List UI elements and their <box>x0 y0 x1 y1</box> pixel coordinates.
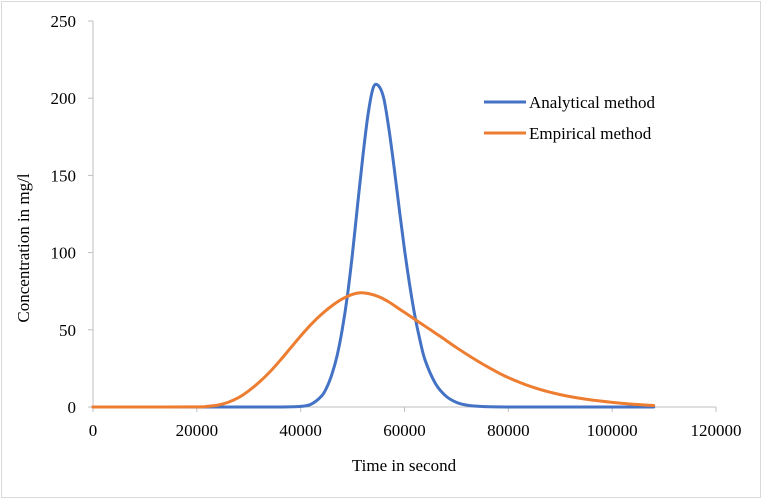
legend-label: Analytical method <box>529 93 656 112</box>
x-axis-label: Time in second <box>352 456 457 475</box>
y-tick-label: 250 <box>51 12 77 31</box>
series-line-analytical-method <box>91 82 656 409</box>
y-tick-label: 150 <box>51 166 77 185</box>
y-tick-label: 50 <box>59 321 76 340</box>
x-tick-label: 0 <box>89 421 98 440</box>
x-tick-label: 40000 <box>279 421 322 440</box>
x-tick-label: 120000 <box>691 421 742 440</box>
ticks-layer: 0 50 100 150 200 250 0 20000 40000 60000 80000 1000… <box>51 12 742 440</box>
x-tick-label: 80000 <box>487 421 530 440</box>
y-tick-label: 100 <box>51 244 77 263</box>
axes-layer <box>92 21 716 408</box>
series-layer <box>91 82 656 409</box>
legend-label: Empirical method <box>529 124 652 143</box>
series-line-empirical-method <box>91 291 656 409</box>
y-tick-label: 0 <box>68 398 77 417</box>
legend: Analytical method Empirical method <box>484 93 656 143</box>
y-axis-label: Concentration in mg/l <box>14 173 33 322</box>
y-tick-label: 200 <box>51 89 77 108</box>
x-tick-label: 20000 <box>176 421 219 440</box>
x-tick-label: 60000 <box>383 421 426 440</box>
x-tick-label: 100000 <box>587 421 638 440</box>
